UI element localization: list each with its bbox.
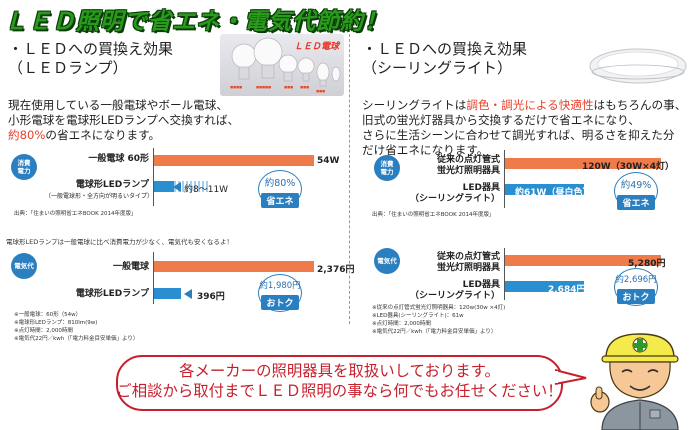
left-power-axis xyxy=(153,148,154,206)
left-power-row2-value: 約8～11W xyxy=(184,185,229,195)
page-title: ＬＥＤ照明で省エネ・電気代節約！ xyxy=(4,9,388,35)
left-band-note: 電球形LEDランプは一般電球に比べ消費電力が少なく、電気代も安くなるよ！ xyxy=(6,238,234,246)
svg-text:■■■■■: ■■■■■ xyxy=(256,85,271,89)
speech-tail xyxy=(554,369,587,385)
left-cost-bar-led xyxy=(154,288,181,299)
right-cost-row1-label: 従来の点灯管式 蛍光灯照明器具 xyxy=(436,252,500,273)
footer-message: 各メーカーの照明器具を取扱いしております。 ご相談から取付までＬＥＤ照明の事なら… xyxy=(116,362,563,400)
left-power-bar-led xyxy=(154,181,182,192)
left-power-row1-label: 一般電球 60形 xyxy=(88,154,149,164)
left-cost-axis xyxy=(153,252,154,304)
left-cost-bubble: 約1,980円 おトク xyxy=(258,274,302,312)
left-cost-row2-value: 396円 xyxy=(197,292,225,302)
left-cost-notes: ※一般電球：60形（54w） ※電球形LEDランプ：810lm(9w) ※点灯時… xyxy=(14,312,139,342)
right-power-bubble-pct: 約49% xyxy=(620,180,652,191)
left-power-bar-range xyxy=(174,181,208,192)
column-divider xyxy=(349,34,350,324)
right-power-row2-value: 約61W（昼白色） xyxy=(515,188,592,198)
right-cost-bar-led xyxy=(505,281,584,292)
left-power-bubble-pct: 約80% xyxy=(264,178,296,189)
svg-text:■■■■: ■■■■ xyxy=(230,85,242,89)
right-power-bubble: 約49% 省エネ xyxy=(614,172,658,210)
left-cost-circle: 電気代 xyxy=(11,253,37,279)
left-power-source: 出典：「住まいの照明省エネBOOK 2014年度版」 xyxy=(14,211,137,217)
right-power-bar-led xyxy=(505,184,584,195)
right-heading: ・ＬＥＤへの買換え効果 （シーリングライト） xyxy=(362,40,528,77)
left-power-arrow xyxy=(173,182,181,192)
left-cost-row1-label: 一般電球 xyxy=(112,262,149,272)
right-cost-bubble-pct: 約2,696円 xyxy=(615,275,657,285)
photo-label: ＬＥＤ電球 xyxy=(293,42,339,52)
left-cost-bar-incandescent xyxy=(154,261,314,272)
footer-speech-bubble xyxy=(116,355,563,411)
svg-text:■■■: ■■■ xyxy=(316,89,325,93)
right-cost-notes: ※従来の点灯管式蛍光灯照明器具：120w(30w ×4灯) ※LED器具(シーリ… xyxy=(372,305,506,335)
right-power-circle: 消費 電力 xyxy=(374,155,400,181)
left-power-bar-incandescent xyxy=(154,155,314,166)
worker-mascot-illustration xyxy=(590,333,679,430)
left-power-row1-value: 54W xyxy=(317,156,340,166)
right-power-row1-label: 従来の点灯管式 蛍光灯照明器具 xyxy=(436,155,500,176)
left-cost-arrow xyxy=(184,289,192,299)
right-power-bar-fluorescent xyxy=(505,158,661,169)
right-cost-row2-label: LED器具 （シーリングライト） xyxy=(409,280,500,301)
led-bulb-photo: ■■■■ ■■■■■ ■■■ ■■■ ■■■ ＬＥＤ電球 xyxy=(220,34,344,96)
right-power-row1-value: 120W（30W×4灯） xyxy=(582,162,674,172)
right-power-row2-label: LED器具 （シーリングライト） xyxy=(409,183,500,204)
left-power-bubble-tag: 省エネ xyxy=(261,193,299,208)
right-cost-bubble-tag: おトク xyxy=(617,289,655,304)
left-cost-bubble-tag: おトク xyxy=(261,295,299,310)
right-description: シーリングライトは調色・調光による快適性はもちろんの事、 旧式の蛍光灯器具から交… xyxy=(362,98,687,157)
right-cost-circle: 電気代 xyxy=(374,248,400,274)
right-cost-row1-value: 5,280円 xyxy=(628,259,666,269)
right-power-bubble-tag: 省エネ xyxy=(617,195,655,210)
right-power-source: 出典：「住まいの照明省エネBOOK 2014年度版」 xyxy=(372,212,495,218)
right-power-axis xyxy=(504,150,505,208)
ceiling-light-photo xyxy=(586,36,690,92)
svg-text:■■■: ■■■ xyxy=(284,85,293,89)
left-cost-row2-label: 電球形LEDランプ xyxy=(75,289,149,299)
left-description: 現在使用している一般電球やボール電球、 小形電球を電球形LEDランプへ交換すれば… xyxy=(8,98,240,142)
left-power-circle: 消費 電力 xyxy=(11,154,37,180)
right-cost-row2-value: 2,684円 xyxy=(548,285,586,295)
left-heading: ・ＬＥＤへの買換え効果 （ＬＥＤランプ） xyxy=(8,40,174,77)
right-cost-axis xyxy=(504,248,505,300)
left-cost-bubble-pct: 約1,980円 xyxy=(259,281,301,291)
right-cost-bar-fluorescent xyxy=(505,255,661,266)
left-cost-row1-value: 2,376円 xyxy=(317,265,355,275)
left-power-row2-label: 電球形LEDランプ （一般電球形・全方向が明るいタイプ） xyxy=(45,180,154,200)
left-power-bubble: 約80% 省エネ xyxy=(258,170,302,208)
right-cost-bubble: 約2,696円 おトク xyxy=(614,268,658,306)
svg-text:■■■: ■■■ xyxy=(300,85,309,89)
